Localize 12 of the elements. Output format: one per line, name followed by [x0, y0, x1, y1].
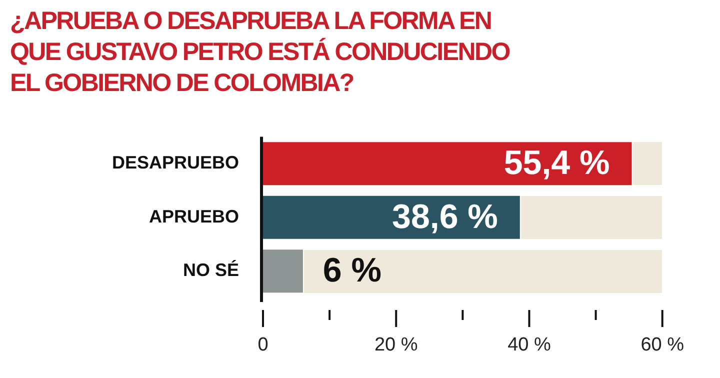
x-tick-label: 0 [258, 334, 268, 356]
y-tick-label: APRUEBO [148, 206, 239, 226]
y-tick-label: NO SÉ [182, 260, 239, 280]
y-tick-label: DESAPRUEBO [112, 152, 239, 173]
data-label: 55,4 % [504, 144, 610, 182]
data-label: 38,6 % [392, 198, 498, 236]
bar [263, 250, 303, 293]
x-tick-label: 40 % [508, 334, 551, 356]
x-tick-label: 60 % [640, 334, 684, 356]
chart-title: ¿APRUEBA O DESAPRUEBA LA FORMA EN QUE GUSTAVO PETRO ESTÁ CONDUCIENDO EL GOBIERNO DE COLOMBIA? [10, 6, 511, 99]
data-label: 6 % [322, 252, 382, 290]
x-tick-label: 20 % [374, 334, 418, 356]
